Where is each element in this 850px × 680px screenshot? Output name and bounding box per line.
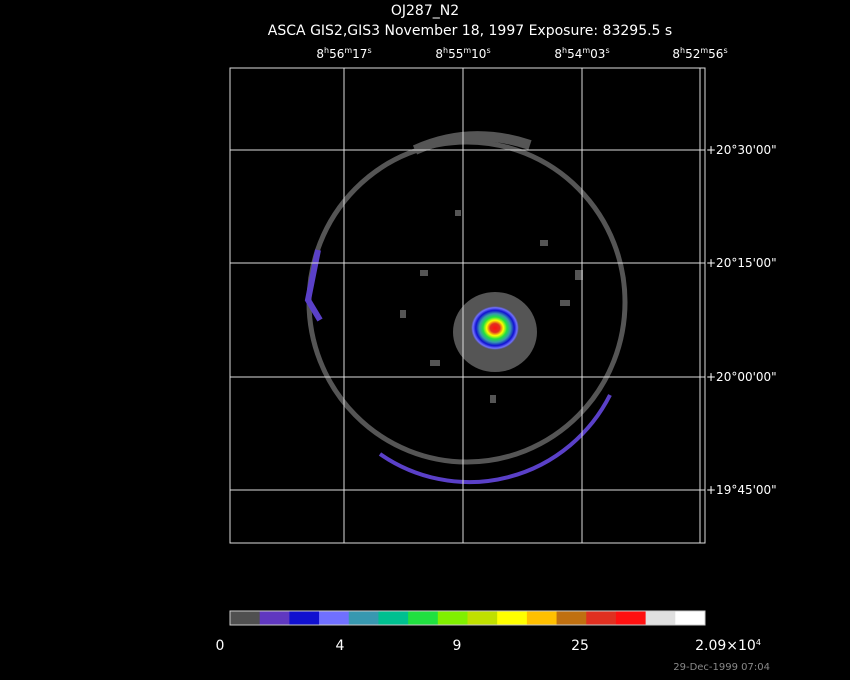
label-part: 9 xyxy=(453,638,462,654)
colorbar-swatch xyxy=(230,611,261,625)
colorbar-swatch xyxy=(467,611,498,625)
colorbar-swatch xyxy=(319,611,350,625)
label-part: 52 xyxy=(685,47,700,61)
colorbar-label: 25 xyxy=(571,638,589,654)
colorbar-swatch xyxy=(615,611,647,625)
colorbar-swatch xyxy=(675,611,706,625)
dec-label: +19°45'00" xyxy=(706,483,777,497)
colorbar-swatch xyxy=(289,611,320,625)
rim-edge xyxy=(304,249,323,322)
colorbar-swatch xyxy=(497,611,528,625)
dec-label: +20°15'00" xyxy=(706,256,777,270)
superscript: h xyxy=(680,46,685,55)
label-part: 8 xyxy=(672,47,680,61)
label-part: 25 xyxy=(571,638,589,654)
label-part: 56 xyxy=(329,47,344,61)
colorbar-frame xyxy=(229,610,706,626)
ra-label: 8h54m03s xyxy=(554,46,609,61)
colorbar-label: 4 xyxy=(336,638,345,654)
label-part: 10 xyxy=(471,47,486,61)
title: OJ287_N2 xyxy=(391,3,459,19)
colorbar-label: 0 xyxy=(216,638,225,654)
rim-blob xyxy=(412,131,532,155)
timestamp: 29-Dec-1999 07:04 xyxy=(673,662,770,673)
colorbar-swatch xyxy=(526,611,558,625)
label-part: 55 xyxy=(448,47,463,61)
superscript: s xyxy=(605,46,609,55)
dec-label: +20°30'00" xyxy=(706,143,777,157)
label-part: 2.09×10 xyxy=(695,638,756,654)
colorbar-label: 9 xyxy=(453,638,462,654)
colorbar-swatch xyxy=(259,611,290,625)
label-part: 8 xyxy=(554,47,562,61)
dec-label: +20°00'00" xyxy=(706,370,777,384)
noise xyxy=(400,210,583,403)
label-part: 56 xyxy=(708,47,723,61)
image-frame xyxy=(229,67,706,544)
colorbar-swatch xyxy=(645,611,676,625)
superscript: m xyxy=(463,46,471,55)
ra-label: 8h55m10s xyxy=(435,46,490,61)
colorbar-swatch xyxy=(586,611,617,625)
superscript: s xyxy=(367,46,371,55)
subtitle: ASCA GIS2,GIS3 November 18, 1997 Exposur… xyxy=(268,23,672,39)
image xyxy=(229,67,706,544)
ra-label: 8h52m56s xyxy=(672,46,727,61)
superscript: h xyxy=(443,46,448,55)
superscript: s xyxy=(486,46,490,55)
label-part: 8 xyxy=(316,47,324,61)
superscript: m xyxy=(582,46,590,55)
colorbar-swatch xyxy=(408,611,439,625)
colorbar-swatch xyxy=(378,611,409,625)
superscript: m xyxy=(344,46,352,55)
coordinate-grid xyxy=(230,68,705,543)
superscript: h xyxy=(562,46,567,55)
label-part: 54 xyxy=(567,47,582,61)
label-part: 03 xyxy=(590,47,605,61)
label-part: 8 xyxy=(435,47,443,61)
source xyxy=(471,306,519,350)
rim-edge xyxy=(378,394,612,485)
label-part: 4 xyxy=(336,638,345,654)
superscript: s xyxy=(723,46,727,55)
superscript: 4 xyxy=(756,638,761,647)
superscript: h xyxy=(324,46,329,55)
colorbar-label: 2.09×104 xyxy=(695,638,761,654)
ra-label: 8h56m17s xyxy=(316,46,371,61)
colorbar-swatch xyxy=(437,611,468,625)
label-part: 17 xyxy=(352,47,367,61)
label-part: 0 xyxy=(216,638,225,654)
colorbar-swatch xyxy=(556,611,587,625)
superscript: m xyxy=(700,46,708,55)
colorbar-swatch xyxy=(348,611,379,625)
